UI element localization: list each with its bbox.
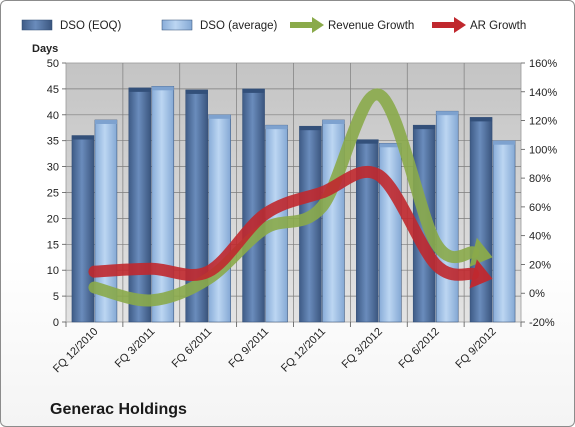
x-tick-label: FQ 3/2012	[340, 326, 385, 371]
growth-line	[88, 88, 480, 307]
bar	[151, 86, 175, 323]
bar	[242, 88, 265, 323]
x-tick-label: FQ 9/2012	[453, 326, 498, 371]
growth-arrowhead	[469, 259, 493, 289]
y2-tick-label: 160%	[529, 58, 557, 70]
legend: DSO (EOQ) DSO (average) Revenue Growth AR G…	[21, 17, 526, 33]
y-tick-label: 35	[47, 136, 59, 148]
legend-label: Revenue Growth	[328, 20, 414, 32]
growth-arrowhead	[469, 237, 493, 267]
y2-tick-label: 140%	[529, 87, 557, 99]
bar	[435, 110, 459, 323]
bar-top	[242, 88, 265, 93]
bar-top	[356, 139, 379, 144]
legend-label: DSO (average)	[200, 20, 278, 32]
legend-arrow	[454, 17, 466, 33]
bar-top	[94, 119, 117, 124]
y-tick-label: 45	[47, 84, 59, 96]
y-tick-label: 50	[47, 58, 59, 70]
x-tick-label: FQ 6/2011	[170, 326, 215, 371]
y2-tick-label: 40%	[529, 231, 551, 243]
y-tick-label: 25	[47, 188, 59, 200]
bar-top	[128, 87, 151, 92]
y-axis-title: Days	[32, 43, 58, 55]
bar-top	[151, 86, 174, 91]
y2-tick-label: 80%	[529, 173, 551, 185]
growth-lines	[88, 88, 493, 307]
y-tick-label: 0	[53, 317, 59, 329]
legend-swatch	[161, 19, 193, 31]
bar-top	[185, 89, 208, 94]
y-tick-label: 30	[47, 162, 59, 174]
x-tick-label: FQ 12/2010	[51, 326, 101, 376]
bar	[492, 140, 516, 323]
y-tick-label: 15	[47, 239, 59, 251]
y-tick-label: 40	[47, 110, 59, 122]
bar	[379, 143, 402, 323]
bar-top	[265, 125, 288, 130]
y-tick-label: 10	[47, 265, 59, 277]
y2-tick-label: 120%	[529, 116, 557, 128]
bar	[128, 87, 152, 323]
legend-label: AR Growth	[470, 20, 526, 32]
bar-top	[470, 117, 493, 122]
bar-top	[413, 125, 436, 130]
y-tick-label: 20	[47, 213, 59, 225]
bar-top	[208, 114, 231, 119]
y2-tick-label: 20%	[529, 259, 551, 271]
bar	[469, 117, 493, 323]
x-tick-label: FQ 6/2012	[397, 326, 442, 371]
y2-tick-label: -20%	[529, 317, 555, 329]
bar	[208, 114, 231, 323]
bar-top	[379, 143, 402, 148]
bar	[71, 135, 95, 323]
growth-line	[88, 165, 480, 282]
y2-tick-label: 60%	[529, 202, 551, 214]
legend-arrow	[312, 17, 324, 33]
bar-top	[322, 119, 345, 124]
bar-top	[71, 135, 94, 140]
bar-top	[299, 126, 322, 131]
x-tick-label: FQ 9/2011	[227, 326, 272, 371]
legend-label: DSO (EOQ)	[60, 20, 122, 32]
x-tick-label: FQ 12/2011	[279, 326, 328, 375]
y2-tick-label: 100%	[529, 144, 557, 156]
y2-tick-label: 0%	[529, 288, 545, 300]
y-tick-label: 5	[53, 291, 59, 303]
chart-caption: Generac Holdings	[50, 401, 187, 418]
x-tick-label: FQ 3/2011	[113, 326, 158, 371]
bar-top	[493, 140, 516, 145]
legend-swatch	[21, 19, 53, 31]
bar-top	[436, 111, 459, 116]
